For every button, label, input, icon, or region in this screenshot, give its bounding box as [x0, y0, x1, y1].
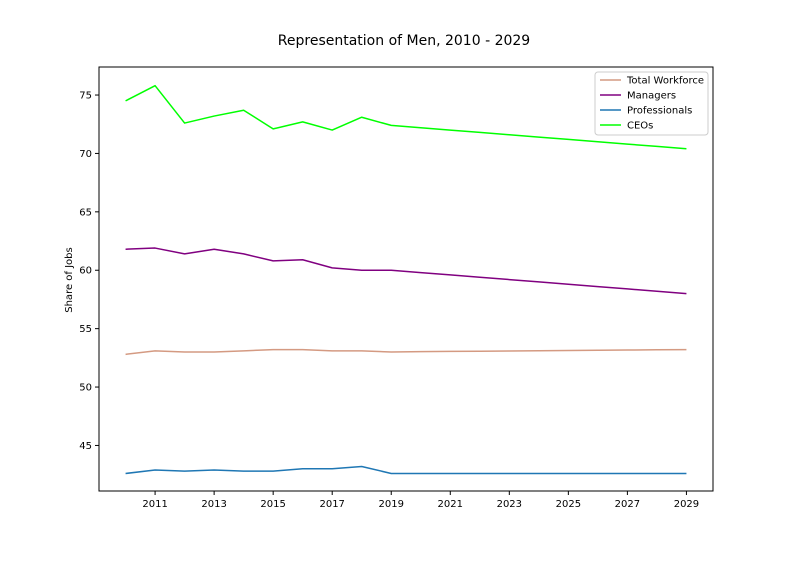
series-lines: [125, 84, 687, 475]
x-tick-label: 2013: [201, 499, 226, 510]
y-tick-label: 70: [79, 149, 92, 160]
legend-box: [594, 71, 709, 136]
chart-title: Representation of Men, 2010 - 2029: [278, 33, 530, 49]
y-axis-title: Share of Jobs: [64, 247, 75, 312]
y-tick-label: 75: [79, 91, 92, 102]
y-tick-label: 50: [79, 383, 92, 394]
legend-label-total-workforce: Total Workforce: [626, 76, 704, 87]
plot-area: [98, 66, 714, 492]
x-tick-label: 2017: [319, 499, 344, 510]
x-axis: 2011 2013 2015 2017 2019 2021 2023 2025 2027 2029: [142, 491, 699, 510]
legend-label-ceos: CEOs: [627, 121, 653, 132]
x-tick-label: 2015: [260, 499, 285, 510]
x-tick-label: 2029: [674, 499, 699, 510]
x-tick-label: 2025: [556, 499, 581, 510]
y-tick-label: 45: [79, 441, 92, 452]
series-line-managers: [125, 247, 687, 295]
y-tick-label: 55: [79, 324, 92, 335]
legend-label-managers: Managers: [627, 91, 676, 102]
y-tick-label: 60: [79, 266, 92, 277]
series-line-ceos: [125, 84, 687, 150]
x-tick-label: 2021: [438, 499, 463, 510]
x-tick-label: 2019: [379, 499, 404, 510]
x-tick-label: 2023: [497, 499, 522, 510]
x-tick-label: 2011: [142, 499, 167, 510]
x-tick-label: 2027: [615, 499, 640, 510]
series-line-total-workforce: [125, 348, 687, 356]
y-tick-label: 65: [79, 207, 92, 218]
legend-label-professionals: Professionals: [627, 106, 692, 117]
series-line-professionals: [125, 465, 687, 475]
legend: Total Workforce Managers Professionals CEOs: [594, 71, 709, 136]
y-axis: 45 50 55 60 65 70 75: [79, 91, 99, 452]
